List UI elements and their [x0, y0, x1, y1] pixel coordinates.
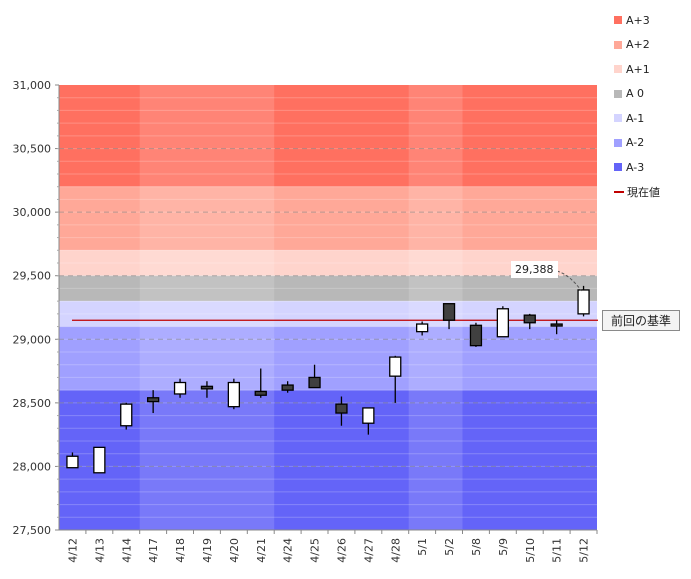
y-tick-label: 30,500 [13, 143, 52, 156]
candle-body [93, 446, 106, 474]
legend-item: A+2 [614, 33, 691, 58]
band-aplus2 [59, 186, 597, 251]
x-tick-label: 4/13 [93, 538, 106, 563]
x-tick-label: 4/26 [335, 538, 348, 563]
x-tick-label: 4/27 [362, 538, 375, 563]
legend-swatch [614, 65, 622, 74]
candle-body [442, 303, 456, 321]
x-tick-label: 4/14 [120, 538, 133, 563]
x-tick-label: 4/17 [147, 538, 160, 563]
x-tick-label: 4/24 [282, 538, 295, 563]
candle-body [523, 314, 536, 324]
legend-label: A 0 [626, 87, 645, 101]
y-tick-label: 28,000 [13, 460, 52, 473]
y-tick-label: 29,000 [13, 333, 52, 346]
legend-swatch [614, 114, 622, 123]
legend-swatch [614, 163, 622, 172]
x-tick-label: 5/2 [443, 538, 456, 556]
y-tick-label: 29,500 [13, 270, 52, 283]
legend-swatch [614, 16, 622, 25]
candle-body [577, 289, 590, 315]
candle-body [496, 308, 510, 338]
candle-body [335, 403, 348, 414]
legend-item: A-1 [614, 106, 691, 131]
candle-body [308, 376, 321, 389]
x-tick-label: 5/9 [497, 538, 510, 556]
candle-body [254, 390, 267, 396]
column-shade [139, 85, 275, 530]
candle-body [200, 385, 214, 390]
callout-leader [556, 270, 582, 292]
legend-swatch [614, 89, 622, 98]
x-tick-label: 5/10 [524, 538, 537, 563]
x-tick-label: 4/18 [174, 538, 187, 563]
current-value-callout: 29,388 [511, 261, 558, 278]
legend-label: A+2 [626, 38, 650, 52]
legend-item: A+1 [614, 57, 691, 82]
x-tick-label: 4/21 [255, 538, 268, 563]
candle-body [146, 397, 160, 403]
candle-body [550, 323, 563, 327]
x-tick-label: 5/1 [416, 538, 429, 556]
legend-label: A-2 [626, 136, 645, 150]
x-tick-label: 4/12 [66, 538, 79, 563]
y-tick-label: 28,500 [13, 397, 52, 410]
legend-item: A+3 [614, 8, 691, 33]
band-aminus3 [59, 390, 597, 530]
y-tick-label: 27,500 [13, 524, 52, 537]
legend-item: A 0 [614, 82, 691, 107]
candle-body [173, 381, 187, 395]
candle-body [469, 324, 483, 347]
x-tick-label: 4/25 [309, 538, 322, 563]
legend-swatch [614, 40, 622, 49]
legend: A+3 A+2 A+1 A 0 A-1 A-2 A-3 現在値 [614, 8, 691, 204]
candle-body [227, 381, 241, 408]
legend-label: A+1 [626, 62, 650, 76]
band-aplus3 [59, 85, 597, 187]
band-a0 [59, 275, 597, 302]
legend-item: A-3 [614, 155, 691, 180]
x-tick-label: 5/12 [578, 538, 591, 563]
y-tick-label: 30,000 [13, 206, 52, 219]
legend-label: A-1 [626, 111, 645, 125]
candle-body [66, 455, 79, 469]
legend-label: A-3 [626, 160, 645, 174]
legend-item: A-2 [614, 131, 691, 156]
legend-label: A+3 [626, 13, 650, 27]
y-tick-label: 31,000 [13, 79, 52, 92]
candle-body [362, 407, 375, 424]
candle-body [389, 356, 402, 377]
band-aplus1 [59, 250, 597, 276]
x-tick-label: 5/8 [470, 538, 483, 556]
legend-line-swatch [614, 190, 624, 193]
legend-swatch [614, 138, 622, 147]
x-tick-label: 5/11 [551, 538, 564, 563]
candle-body [281, 384, 294, 391]
legend-item: 現在値 [614, 180, 691, 205]
legend-label: 現在値 [627, 185, 660, 199]
candle-body [120, 403, 133, 427]
x-tick-label: 4/28 [389, 538, 402, 563]
reference-label: 前回の基準 [602, 310, 680, 331]
x-tick-label: 4/20 [228, 538, 241, 563]
x-tick-label: 4/19 [201, 538, 214, 563]
candle-body [415, 323, 429, 333]
